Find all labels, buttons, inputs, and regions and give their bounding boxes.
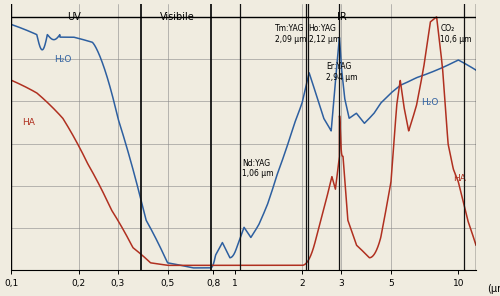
Text: H₂O: H₂O — [421, 98, 438, 107]
Text: Ho:YAG
2,12 μm: Ho:YAG 2,12 μm — [308, 25, 340, 44]
Text: CO₂
10,6 μm: CO₂ 10,6 μm — [440, 25, 472, 44]
Text: H₂O: H₂O — [54, 55, 71, 64]
Text: IR: IR — [336, 12, 346, 22]
Text: Er:YAG
2,94 μm: Er:YAG 2,94 μm — [326, 62, 358, 82]
Text: UV: UV — [66, 12, 80, 22]
Text: HA: HA — [22, 118, 35, 127]
Text: Nd:YAG
1,06 μm: Nd:YAG 1,06 μm — [242, 159, 274, 178]
Text: HA: HA — [454, 174, 466, 183]
X-axis label: (μm): (μm) — [488, 284, 500, 294]
Text: Tm:YAG
2,09 μm: Tm:YAG 2,09 μm — [276, 25, 307, 44]
Text: Visibile: Visibile — [160, 12, 195, 22]
